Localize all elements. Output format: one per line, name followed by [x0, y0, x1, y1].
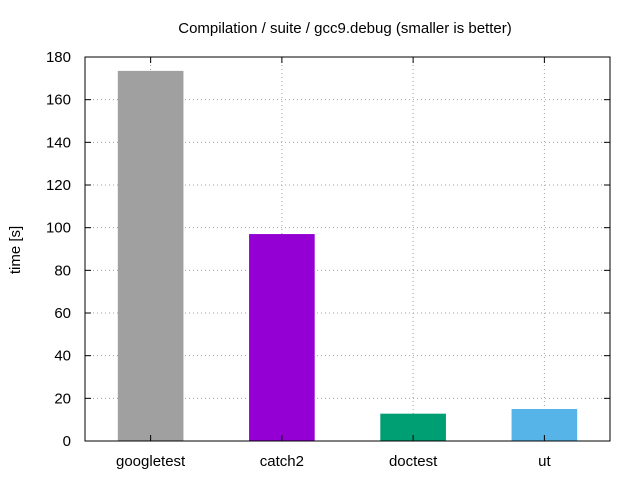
chart-title: Compilation / suite / gcc9.debug (smalle… [178, 20, 511, 37]
bars [117, 70, 578, 441]
axes [84, 56, 611, 442]
y-tick-label: 120 [46, 177, 71, 194]
x-tick-label: doctest [389, 453, 438, 470]
tick-labels: 0 20 40 60 80 100 120 140 160 180 googletest catch2… [46, 49, 551, 470]
x-tick-label: googletest [116, 453, 186, 470]
y-tick-label: 0 [63, 433, 71, 450]
y-tick-label: 140 [46, 134, 71, 151]
x-tick-label: catch2 [260, 453, 304, 470]
y-tick-label: 40 [54, 348, 71, 365]
plot-frame [84, 56, 611, 442]
y-tick-label: 180 [46, 49, 71, 66]
bar-googletest [117, 70, 184, 441]
y-tick-label: 20 [54, 390, 71, 407]
y-tick-label: 60 [54, 305, 71, 322]
y-tick-label: 100 [46, 220, 71, 237]
y-tick-label: 160 [46, 92, 71, 109]
y-tick-label: 80 [54, 262, 71, 279]
bar-catch2 [249, 234, 315, 441]
x-tick-label: ut [538, 453, 551, 470]
y-axis-label: time [s] [7, 226, 24, 274]
